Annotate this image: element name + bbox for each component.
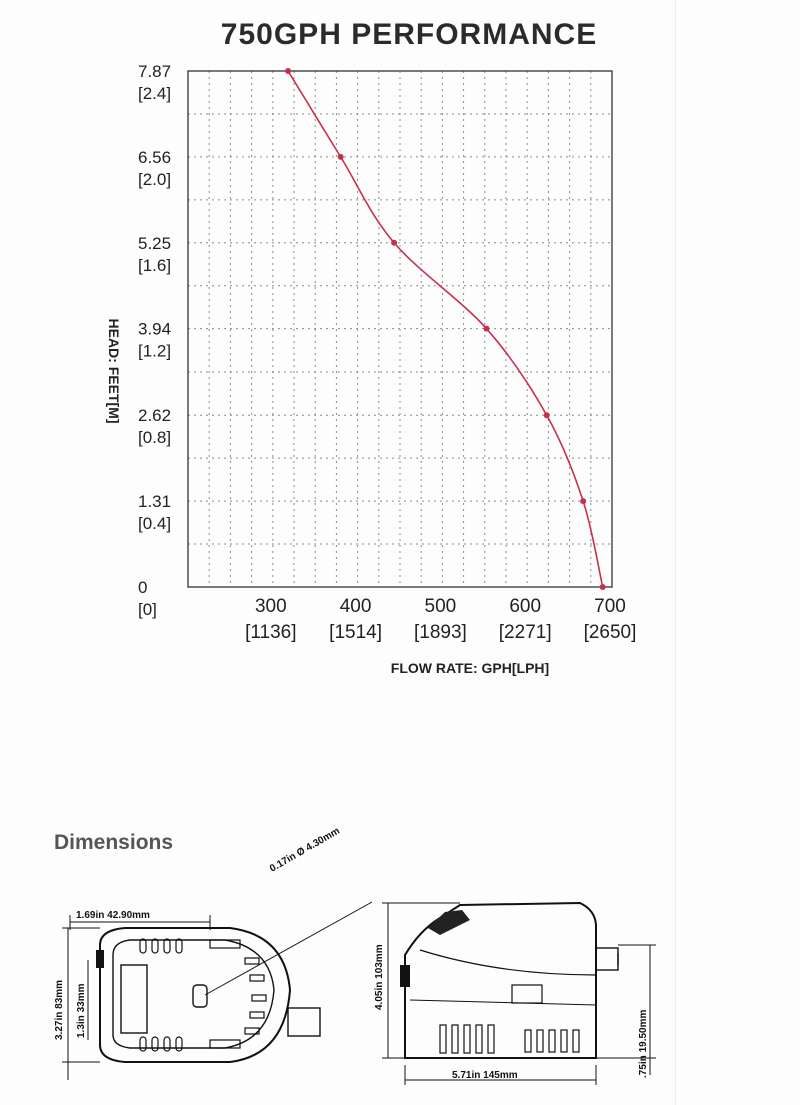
y-axis-label: HEAD: FEET[M]: [106, 319, 122, 424]
x-tick-label: 700: [594, 596, 626, 617]
data-point: [543, 412, 550, 419]
y-tick-label: 2.62: [138, 406, 171, 425]
y-tick-label: 6.56: [138, 148, 171, 167]
x-tick-sublabel: [2650]: [584, 622, 637, 643]
data-point: [580, 498, 587, 505]
data-point: [599, 584, 606, 590]
x-tick-label: 300: [255, 596, 287, 617]
dim-inner-height: 1.3in 33mm: [76, 983, 87, 1038]
y-tick-label: 0: [138, 578, 147, 597]
dim-length: 5.71in 145mm: [452, 1070, 518, 1081]
y-tick-label: 7.87: [138, 62, 171, 81]
y-tick-sublabel: [2.4]: [138, 84, 171, 103]
x-tick-label: 400: [340, 596, 372, 617]
dim-height-left: 3.27in 83mm: [54, 980, 65, 1040]
side-view-drawing: [382, 901, 656, 1085]
y-tick-label: 5.25: [138, 234, 171, 253]
x-tick-label: 600: [509, 596, 541, 617]
y-tick-label: 3.94: [138, 320, 171, 339]
y-tick-sublabel: [0.8]: [138, 428, 171, 447]
y-tick-sublabel: [2.0]: [138, 170, 171, 189]
data-point: [337, 153, 344, 160]
x-tick-sublabel: [1136]: [245, 622, 296, 643]
x-tick-sublabel: [2271]: [499, 622, 552, 643]
x-tick-label: 500: [425, 596, 457, 617]
dim-hole-diameter: 0.17in Ø 4.30mm: [268, 826, 342, 875]
performance-chart: 0 [0] 1.31 [0.4] 2.62 [0.8] 3.94 [1.2] 5.25 [1.6]…: [106, 62, 637, 676]
chart-title: 750GPH PERFORMANCE: [220, 18, 598, 51]
data-point: [285, 68, 292, 74]
data-point: [483, 325, 490, 332]
y-tick-sublabel: [0]: [138, 600, 157, 619]
dim-width-top: 1.69in 42.90mm: [76, 910, 150, 921]
dim-outlet-height: .75in 19.50mm: [638, 1010, 649, 1078]
data-point: [391, 239, 398, 246]
x-axis-label: FLOW RATE: GPH[LPH]: [391, 660, 549, 676]
plot-frame: [187, 70, 613, 588]
y-tick-label: 1.31: [138, 492, 171, 511]
page-divider: [675, 0, 676, 1105]
y-tick-sublabel: [1.2]: [138, 342, 171, 361]
top-view-drawing: [62, 901, 373, 1080]
dimensions-heading: Dimensions: [54, 831, 174, 854]
dim-total-height: 4.05in 103mm: [374, 944, 385, 1010]
x-tick-sublabel: [1893]: [414, 622, 467, 643]
y-tick-sublabel: [1.6]: [138, 256, 171, 275]
y-tick-sublabel: [0.4]: [138, 514, 171, 533]
x-tick-sublabel: [1514]: [329, 622, 382, 643]
